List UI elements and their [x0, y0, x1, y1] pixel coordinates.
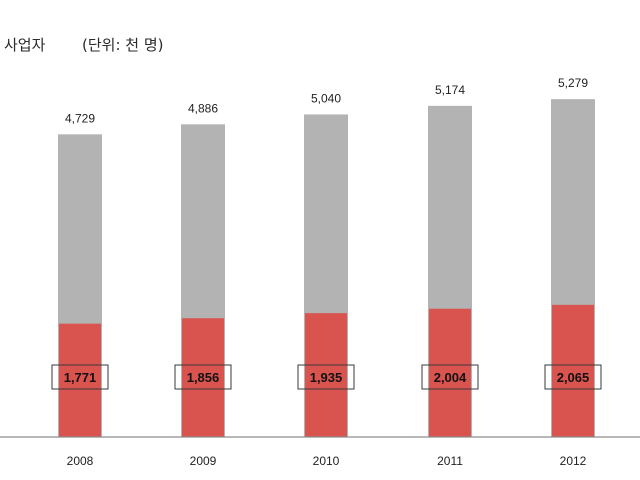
- value-box-red-2012: [544, 364, 602, 390]
- bar-red-2011: [429, 308, 471, 437]
- value-label-total-2012: 5,279: [558, 76, 588, 90]
- value-label-red-2009: 1,856: [187, 370, 220, 385]
- unit-label: (단위: 천 명): [82, 36, 164, 54]
- tick-label-2011: 2011: [437, 454, 463, 468]
- value-label-red-2010: 1,935: [310, 370, 343, 385]
- value-label-red-2012: 2,065: [557, 370, 590, 385]
- value-label-red-2008: 1,771: [64, 370, 97, 385]
- value-box-red-2008: [51, 364, 109, 390]
- value-label-total-2008: 4,729: [65, 111, 95, 125]
- value-label-total-2010: 5,040: [311, 91, 341, 105]
- bars-layer: 4,729 1,771 4,886 1,856 5,040 1,935 5,174 2,004…: [51, 76, 602, 438]
- value-box-red-2010: [297, 364, 355, 390]
- tick-labels: 2008 2009 2010 2011 2012: [67, 454, 587, 468]
- value-box-red-2011: [421, 364, 479, 390]
- tick-label-2010: 2010: [313, 454, 340, 468]
- bar-red-2008: [59, 323, 101, 437]
- value-label-total-2011: 5,174: [435, 83, 465, 97]
- value-label-total-2009: 4,886: [188, 101, 218, 115]
- bar-red-2010: [305, 313, 347, 437]
- value-box-red-2009: [174, 364, 232, 390]
- tick-label-2008: 2008: [67, 454, 94, 468]
- tick-label-2009: 2009: [190, 454, 217, 468]
- tick-label-2012: 2012: [560, 454, 587, 468]
- chart-title: 사업자: [4, 36, 46, 54]
- bar-red-2012: [552, 304, 594, 437]
- value-label-red-2011: 2,004: [434, 370, 467, 385]
- bar-red-2009: [182, 318, 224, 437]
